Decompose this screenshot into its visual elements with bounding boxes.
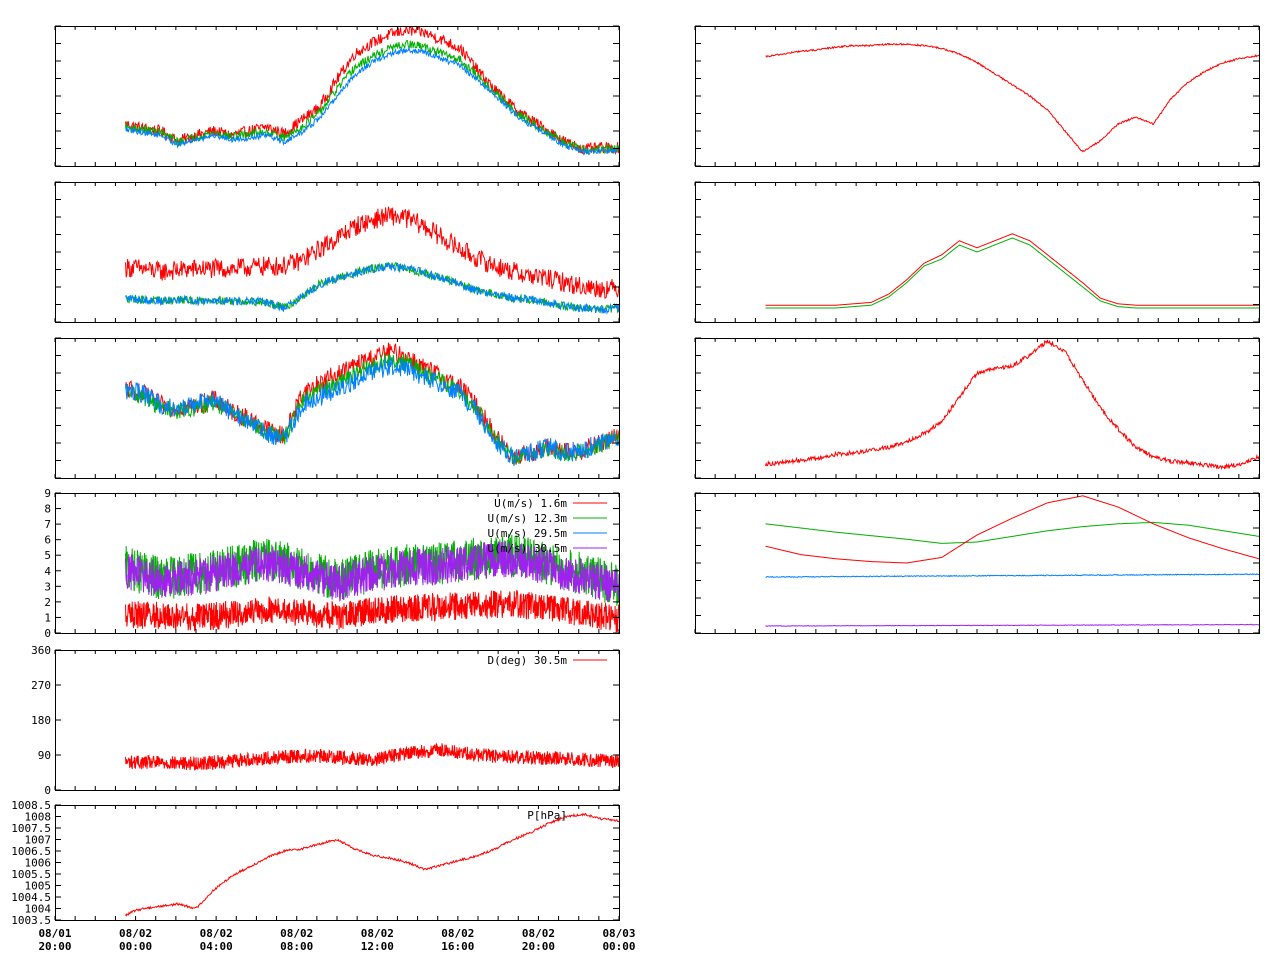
panel-right-4: [694, 492, 1260, 634]
panel-wind-direction: 0 90 180 270 360 D(deg) 30.5m: [31, 644, 620, 797]
y-tick-label: 1004: [25, 903, 52, 916]
panel-left-3: [54, 337, 620, 479]
y-tick-label: 0: [44, 627, 51, 640]
legend-label: U(m/s) 29.5m: [488, 527, 568, 540]
y-tick-label: 270: [31, 679, 51, 692]
y-tick-label: 1008: [25, 811, 52, 824]
panel-left-1: [54, 25, 620, 167]
y-tick-label: 1004.5: [11, 891, 51, 904]
series-line-1: [765, 42, 1259, 153]
y-tick-label: 1006.5: [11, 845, 51, 858]
y-tick-label: 0: [44, 784, 51, 797]
y-tick-label: 1: [44, 611, 51, 624]
y-tick-label: 1005: [25, 880, 52, 893]
panel-right-1: [694, 25, 1260, 167]
series-line-1: [125, 206, 619, 299]
series-line-3: [125, 262, 619, 315]
x-tick-label: 08/03 00:00: [602, 927, 635, 953]
series-line-3: [765, 573, 1259, 578]
series-line-1: [765, 339, 1259, 471]
y-tick-label: 1005.5: [11, 868, 51, 881]
y-tick-label: 3: [44, 580, 51, 593]
series-line-3: [125, 357, 619, 466]
panel-right-2: [694, 181, 1260, 323]
plot-frame: [55, 26, 620, 167]
y-tick-label: 1008.5: [11, 799, 51, 812]
series-line-4: [765, 623, 1259, 627]
y-tick-label: 9: [44, 487, 51, 500]
y-tick-label: 90: [38, 749, 51, 762]
series-line-1: [125, 812, 619, 917]
y-tick-label: 6: [44, 534, 51, 547]
legend-label: U(m/s) 12.3m: [488, 512, 568, 525]
y-tick-label: 1007: [25, 834, 52, 847]
plot-frame: [695, 338, 1260, 479]
series-line-2: [765, 233, 1259, 306]
series-line-3: [125, 590, 619, 633]
plot-frame: [695, 493, 1260, 634]
panel-left-2: [54, 181, 620, 323]
plot-frame: [55, 805, 620, 921]
plot-frame: [55, 650, 620, 791]
y-tick-label: 1003.5: [11, 914, 51, 927]
x-tick-label: 08/02 20:00: [522, 927, 555, 953]
y-tick-label: 360: [31, 644, 51, 657]
panel-pressure: 1003.510041004.510051005.510061006.51007…: [11, 799, 635, 953]
x-tick-label: 08/01 20:00: [38, 927, 71, 953]
y-tick-label: 8: [44, 503, 51, 516]
series-line-3: [125, 45, 619, 156]
x-tick-label: 08/02 12:00: [361, 927, 394, 953]
y-tick-label: 5: [44, 549, 51, 562]
x-tick-label: 08/02 04:00: [200, 927, 233, 953]
series-line-2: [765, 495, 1259, 564]
y-tick-label: 2: [44, 596, 51, 609]
series-line-1: [125, 742, 619, 771]
plot-frame: [695, 26, 1260, 167]
plot-frame: [695, 182, 1260, 323]
legend-label: U(m/s) 1.6m: [494, 497, 567, 510]
legend-label: U(m/s) 30.5m: [488, 542, 568, 555]
panel-wind-speed: 0 1 2 3 4 5 6 7 8 9 U(m/s) 1.6m U(m/s) 12.3m U(m/s) …: [44, 487, 620, 640]
series-line-2: [125, 540, 619, 603]
y-tick-label: 7: [44, 518, 51, 531]
y-tick-label: 180: [31, 714, 51, 727]
panel-right-3: [694, 337, 1260, 479]
y-tick-label: 4: [44, 565, 51, 578]
x-tick-label: 08/02 08:00: [280, 927, 313, 953]
series-line-1: [765, 521, 1259, 544]
y-tick-label: 1006: [25, 857, 52, 870]
x-tick-label: 08/02 00:00: [119, 927, 152, 953]
x-tick-label: 08/02 16:00: [441, 927, 474, 953]
legend-label: P[hPa]: [527, 809, 567, 822]
series-line-1: [765, 237, 1259, 309]
y-tick-label: 1007.5: [11, 822, 51, 835]
legend-label: D(deg) 30.5m: [488, 654, 568, 667]
series-line-2: [125, 40, 619, 155]
